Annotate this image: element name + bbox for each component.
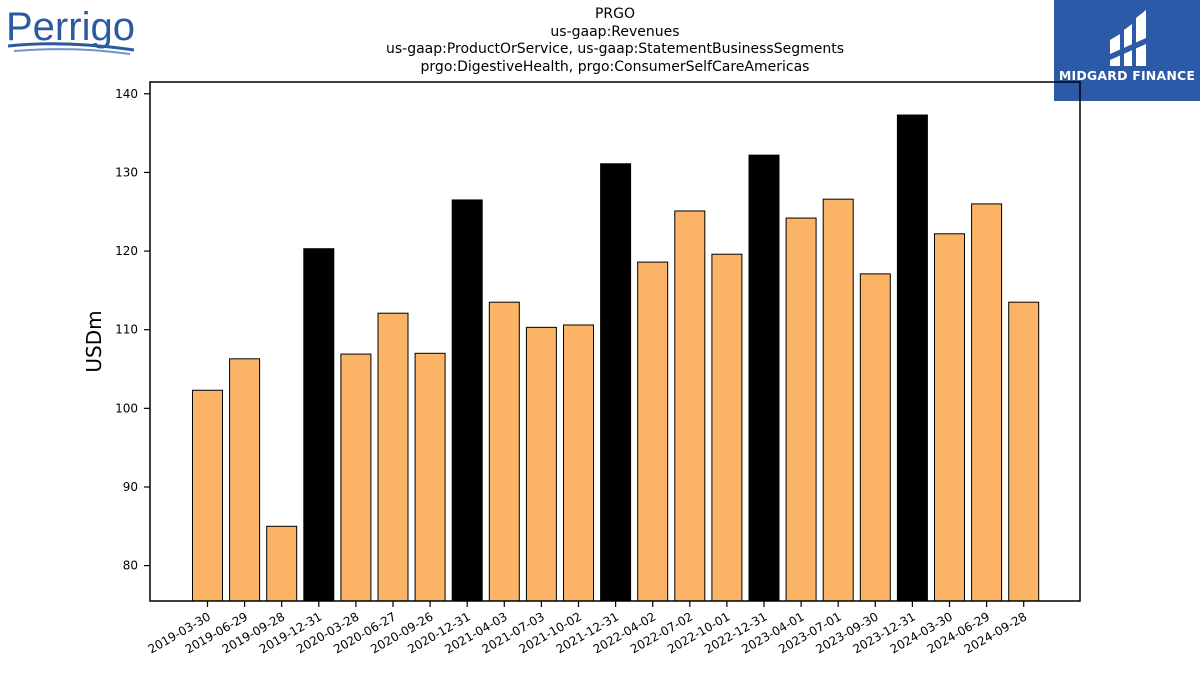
y-axis-label: USDm: [82, 310, 106, 372]
bar-2023-12-31: [896, 114, 928, 602]
bar-2019-03-30: [192, 389, 223, 602]
chart-title-axes: us-gaap:ProductOrService, us-gaap:Statem…: [385, 41, 844, 57]
y-tick-label-130: 130: [115, 165, 138, 179]
bar-2023-09-30: [859, 273, 891, 602]
bar-2024-03-30: [934, 233, 965, 602]
bar-2020-06-27: [377, 312, 409, 602]
perrigo-logo: Perrigo: [4, 4, 140, 56]
bar-2023-04-01: [785, 217, 817, 602]
bar-2019-12-31: [303, 248, 335, 602]
chart-title-block: PRGO us-gaap:Revenues us-gaap:ProductOrS…: [265, 6, 965, 76]
y-tick-label-100: 100: [115, 401, 138, 415]
bar-2022-12-31: [748, 154, 780, 602]
bar-2020-12-31: [451, 199, 483, 602]
y-tick-label-120: 120: [115, 244, 138, 258]
bar-2024-09-28: [1008, 301, 1040, 602]
midgard-emblem-icon: [1110, 10, 1146, 66]
bar-2019-09-28: [266, 525, 298, 602]
bar-2022-07-02: [674, 210, 706, 602]
bar-2020-09-26: [414, 352, 446, 602]
y-tick-label-90: 90: [123, 480, 138, 494]
bar-2022-04-02: [637, 261, 669, 602]
bar-2021-04-03: [488, 301, 520, 602]
chart-title-ticker: PRGO: [594, 6, 636, 22]
bar-2024-06-29: [971, 203, 1003, 602]
midgard-brand-name: MIDGARD FINANCE: [1058, 68, 1196, 83]
bar-2022-10-01: [711, 253, 743, 602]
y-tick-label-80: 80: [123, 559, 138, 573]
midgard-finance-logo: MIDGARD FINANCE: [1054, 0, 1200, 101]
bar-2021-07-03: [525, 326, 557, 602]
y-tick-label-110: 110: [115, 323, 138, 337]
y-tick-label-140: 140: [115, 87, 138, 101]
perrigo-logo-text: Perrigo: [6, 5, 135, 49]
bar-2023-07-01: [822, 198, 854, 602]
bar-2020-03-28: [340, 353, 372, 602]
chart-title-concept: us-gaap:Revenues: [550, 23, 680, 40]
chart-title-members: prgo:DigestiveHealth, prgo:ConsumerSelfC…: [420, 58, 810, 75]
bar-2019-06-29: [229, 358, 261, 602]
bar-2021-12-31: [600, 163, 632, 602]
bar-2021-10-02: [563, 324, 594, 602]
